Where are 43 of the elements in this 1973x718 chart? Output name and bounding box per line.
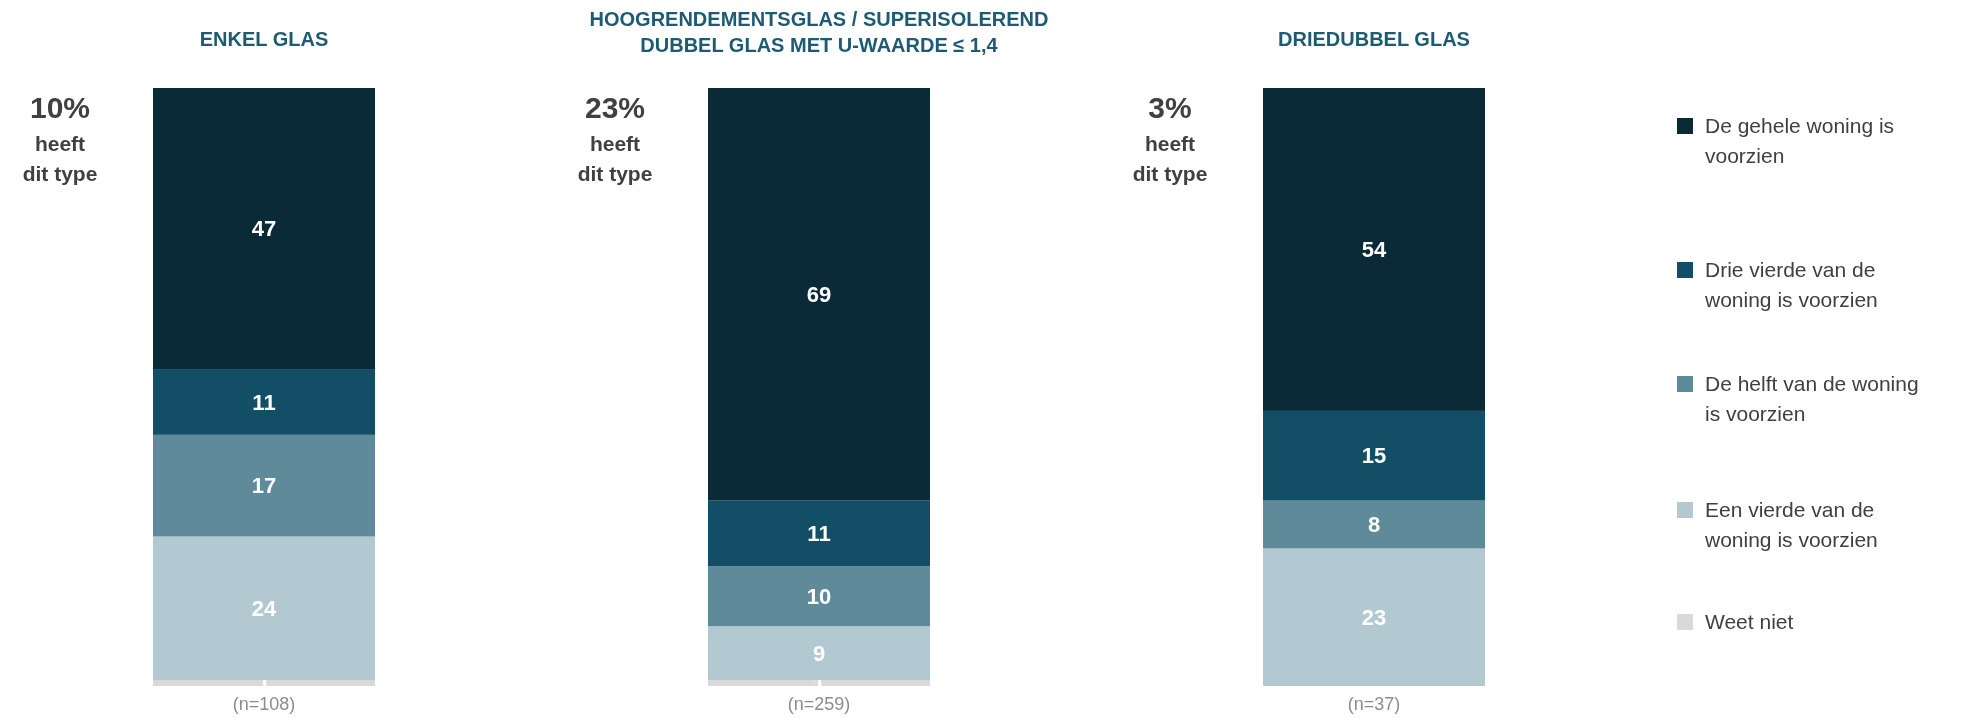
legend-label: De helft van de woning is voorzien <box>1705 372 1919 426</box>
bar <box>708 680 930 686</box>
legend-label: Drie vierde van de woning is voorzien <box>1704 258 1878 312</box>
data-label: 47 <box>251 216 277 242</box>
bar <box>708 88 930 501</box>
bar <box>153 88 375 370</box>
bar <box>153 680 375 686</box>
text: 10% <box>29 91 91 124</box>
text: heeft dit type <box>577 132 653 185</box>
data-label: 17 <box>251 473 277 499</box>
legend-label: Een vierde van de woning is voorzien <box>1704 498 1878 552</box>
data-label: 24 <box>251 595 277 621</box>
bar <box>1263 410 1485 501</box>
data-label: 11 <box>807 521 831 547</box>
chart-title: ENKEL GLAS <box>199 28 329 50</box>
text: heeft dit type <box>22 132 98 185</box>
bar <box>1263 500 1485 549</box>
data-label: 10 <box>806 584 832 609</box>
text: 23% <box>584 91 646 124</box>
data-label: 9 <box>812 640 826 666</box>
bar <box>153 434 375 537</box>
chart-title: DRIEDUBBEL GLAS <box>1278 28 1470 50</box>
bar <box>708 626 930 681</box>
text: (n=259) <box>787 694 851 714</box>
text: 3% <box>1148 91 1192 124</box>
data-label: 8 <box>1367 512 1381 538</box>
bar <box>708 566 930 627</box>
legend-label: Weet niet <box>1705 610 1794 634</box>
chart-title: HOOGRENDEMENTSGLAS / SUPERISOLEREND DUBBEL GLAS MET U-WAARDE ≤ 1,4 <box>589 8 1049 56</box>
text: heeft dit type <box>1132 132 1208 185</box>
text: (n=108) <box>232 694 296 714</box>
data-label: 23 <box>1361 604 1387 630</box>
bar <box>1263 88 1485 411</box>
data-label: 15 <box>1361 443 1387 469</box>
data-label: 69 <box>806 282 832 308</box>
bar <box>153 536 375 681</box>
legend-label: De gehele woning is voorzien <box>1705 114 1895 168</box>
text: (n=37) <box>1347 694 1401 714</box>
bar <box>708 500 930 567</box>
data-label: 11 <box>252 389 276 415</box>
data-label: 54 <box>1361 237 1387 263</box>
bar <box>153 369 375 435</box>
bar <box>1263 548 1485 686</box>
